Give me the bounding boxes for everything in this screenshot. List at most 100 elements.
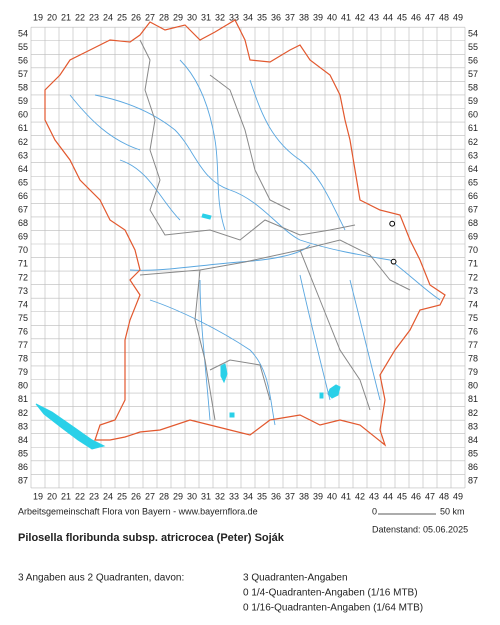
x-label: 23 [89,491,99,501]
district-borders [139,39,411,421]
y-label: 78 [468,354,478,364]
y-label: 67 [468,205,478,215]
x-label: 46 [411,491,421,501]
y-label: 63 [468,150,478,160]
record-point [389,220,396,227]
y-label: 59 [468,96,478,106]
x-label: 32 [215,13,225,23]
x-label: 41 [341,491,351,501]
x-label: 34 [243,491,253,501]
y-label: 59 [18,96,28,106]
y-label: 83 [468,421,478,431]
x-label: 48 [439,491,449,501]
y-label: 66 [468,191,478,201]
y-label: 86 [18,462,28,472]
y-label: 72 [468,272,478,282]
x-label: 27 [145,13,155,23]
x-label: 34 [243,13,253,23]
y-label: 65 [468,177,478,187]
x-label: 21 [61,491,71,501]
x-label: 47 [425,13,435,23]
y-label: 80 [468,381,478,391]
y-label: 60 [18,110,28,120]
y-label: 84 [18,435,28,445]
x-label: 45 [397,491,407,501]
y-label: 79 [18,367,28,377]
y-label: 62 [468,137,478,147]
y-label: 75 [18,313,28,323]
x-label: 20 [47,491,57,501]
y-label: 64 [468,164,478,174]
title: Pilosella floribunda subsp. atricrocea (… [18,532,285,544]
y-label: 79 [468,367,478,377]
y-label: 81 [468,394,478,404]
x-label: 22 [75,13,85,23]
y-label: 61 [18,123,28,133]
summary: 3 Angaben aus 2 Quadranten, davon: [18,573,184,584]
x-label: 24 [103,491,113,501]
y-label: 74 [468,299,478,309]
scale-end: 50 km [440,506,465,516]
x-label: 36 [271,13,281,23]
x-label: 22 [75,491,85,501]
y-label: 78 [18,354,28,364]
x-label: 47 [425,491,435,501]
x-label: 46 [411,13,421,23]
x-label: 41 [341,13,351,23]
y-label: 57 [468,69,478,79]
credit: Arbeitsgemeinschaft Flora von Bayern - w… [18,506,258,516]
detail: 0 1/4-Quadranten-Angaben (1/16 MTB) [243,588,418,599]
y-label: 77 [468,340,478,350]
x-label: 27 [145,491,155,501]
y-label: 70 [18,245,28,255]
x-label: 35 [257,13,267,23]
y-label: 66 [18,191,28,201]
x-label: 42 [355,13,365,23]
y-label: 69 [18,232,28,242]
y-label: 74 [18,299,28,309]
x-label: 44 [383,13,393,23]
x-label: 28 [159,491,169,501]
y-label: 82 [18,408,28,418]
y-label: 64 [18,164,28,174]
y-label: 68 [468,218,478,228]
y-label: 75 [468,313,478,323]
x-label: 26 [131,13,141,23]
y-label: 62 [18,137,28,147]
y-label: 67 [18,205,28,215]
y-label: 63 [18,150,28,160]
x-label: 37 [285,491,295,501]
y-label: 54 [18,28,28,38]
y-label: 80 [18,381,28,391]
y-label: 84 [468,435,478,445]
y-label: 82 [468,408,478,418]
x-label: 31 [201,491,211,501]
y-label: 57 [18,69,28,79]
x-label: 26 [131,491,141,501]
record-point [390,258,397,265]
y-label: 65 [18,177,28,187]
y-label: 86 [468,462,478,472]
x-label: 35 [257,491,267,501]
x-label: 28 [159,13,169,23]
x-label: 25 [117,13,127,23]
y-label: 83 [18,421,28,431]
y-label: 61 [468,123,478,133]
x-label: 43 [369,491,379,501]
y-label: 68 [18,218,28,228]
x-label: 30 [187,13,197,23]
x-label: 43 [369,13,379,23]
x-label: 32 [215,491,225,501]
x-label: 31 [201,13,211,23]
y-label: 76 [468,326,478,336]
y-label: 87 [18,476,28,486]
x-label: 19 [33,13,43,23]
x-label: 19 [33,491,43,501]
x-label: 40 [327,491,337,501]
y-label: 76 [18,326,28,336]
y-label: 58 [18,83,28,93]
x-label: 38 [299,13,309,23]
scale-start: 0 [372,506,377,516]
grid: 19 19 20 20 21 21 22 22 23 23 24 24 25 25 26 26 27 27 28 28… [18,13,478,502]
